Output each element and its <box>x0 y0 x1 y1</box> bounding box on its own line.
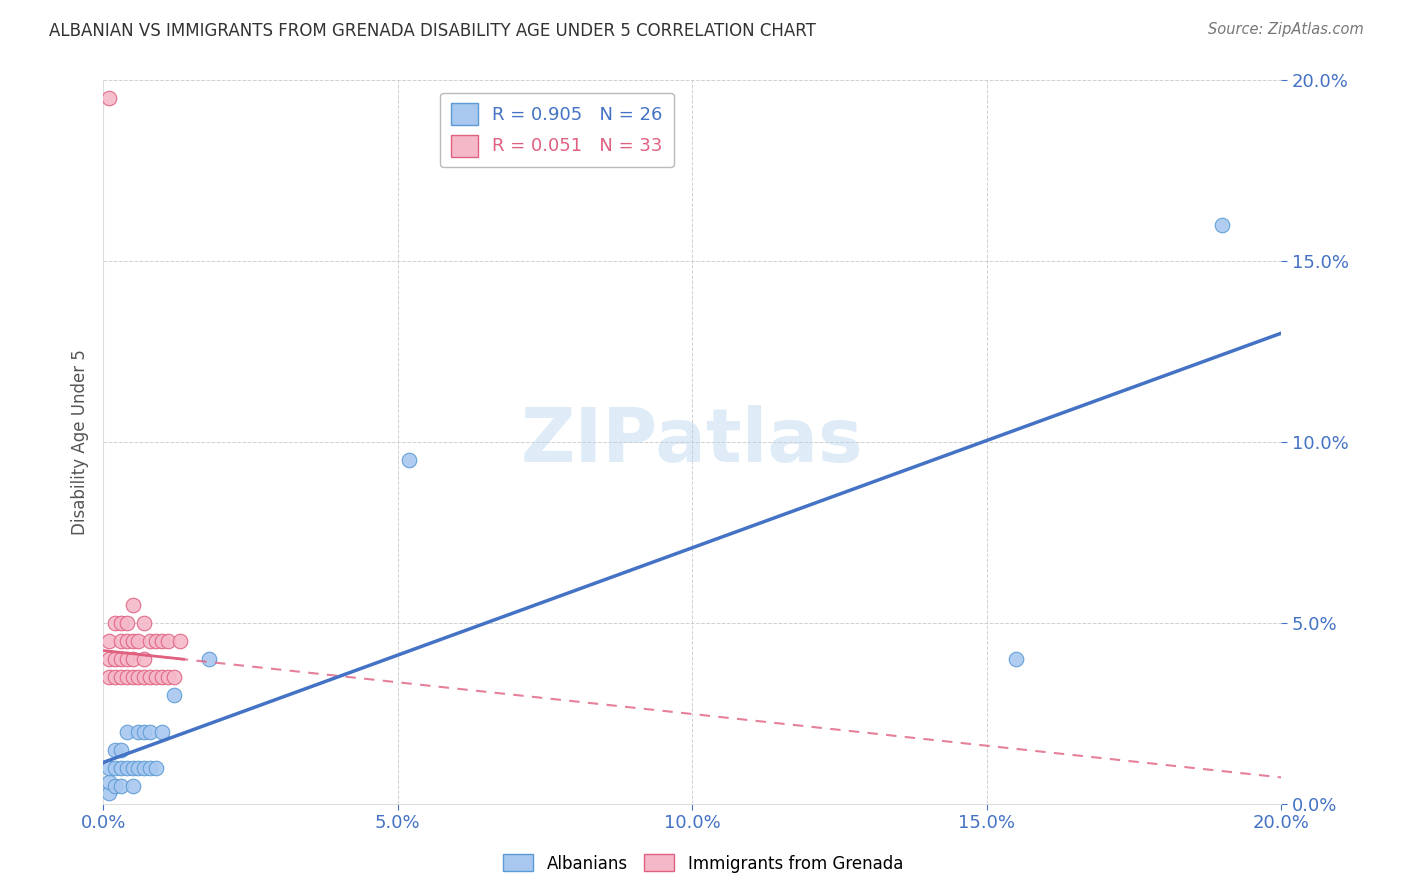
Point <box>127 634 149 648</box>
Point <box>121 598 143 612</box>
Text: ZIPatlas: ZIPatlas <box>522 406 863 478</box>
Point <box>115 615 138 630</box>
Point <box>104 742 127 756</box>
Point <box>104 670 127 684</box>
Point <box>145 634 167 648</box>
Point <box>98 761 121 775</box>
Point <box>98 775 121 789</box>
Point <box>145 761 167 775</box>
Point <box>1211 218 1233 232</box>
Point <box>110 670 132 684</box>
Point <box>98 652 121 666</box>
Point <box>163 689 186 703</box>
Point <box>104 761 127 775</box>
Point <box>121 634 143 648</box>
Point <box>104 615 127 630</box>
Point <box>134 761 156 775</box>
Point <box>115 761 138 775</box>
Point <box>115 670 138 684</box>
Point <box>139 724 162 739</box>
Text: ALBANIAN VS IMMIGRANTS FROM GRENADA DISABILITY AGE UNDER 5 CORRELATION CHART: ALBANIAN VS IMMIGRANTS FROM GRENADA DISA… <box>49 22 815 40</box>
Point <box>150 724 173 739</box>
Point <box>134 724 156 739</box>
Point <box>169 634 191 648</box>
Point <box>163 670 186 684</box>
Point <box>115 652 138 666</box>
Point <box>134 615 156 630</box>
Text: Source: ZipAtlas.com: Source: ZipAtlas.com <box>1208 22 1364 37</box>
Point <box>110 779 132 793</box>
Point <box>127 670 149 684</box>
Point <box>98 634 121 648</box>
Point <box>104 652 127 666</box>
Legend: R = 0.905   N = 26, R = 0.051   N = 33: R = 0.905 N = 26, R = 0.051 N = 33 <box>440 93 673 168</box>
Point <box>198 652 221 666</box>
Point <box>110 742 132 756</box>
Point <box>98 786 121 800</box>
Point <box>127 724 149 739</box>
Point <box>98 670 121 684</box>
Point <box>145 670 167 684</box>
Point <box>398 453 420 467</box>
Y-axis label: Disability Age Under 5: Disability Age Under 5 <box>72 349 89 535</box>
Point <box>110 652 132 666</box>
Point <box>139 761 162 775</box>
Point <box>150 670 173 684</box>
Point <box>121 779 143 793</box>
Point <box>115 634 138 648</box>
Point <box>110 615 132 630</box>
Point <box>121 652 143 666</box>
Point <box>134 652 156 666</box>
Point <box>139 670 162 684</box>
Point <box>104 779 127 793</box>
Point <box>127 761 149 775</box>
Point <box>139 634 162 648</box>
Point <box>121 670 143 684</box>
Point <box>110 634 132 648</box>
Legend: Albanians, Immigrants from Grenada: Albanians, Immigrants from Grenada <box>496 847 910 880</box>
Point <box>156 670 179 684</box>
Point <box>98 91 121 105</box>
Point <box>115 724 138 739</box>
Point <box>134 670 156 684</box>
Point <box>150 634 173 648</box>
Point <box>1005 652 1028 666</box>
Point <box>121 761 143 775</box>
Point <box>110 761 132 775</box>
Point <box>156 634 179 648</box>
